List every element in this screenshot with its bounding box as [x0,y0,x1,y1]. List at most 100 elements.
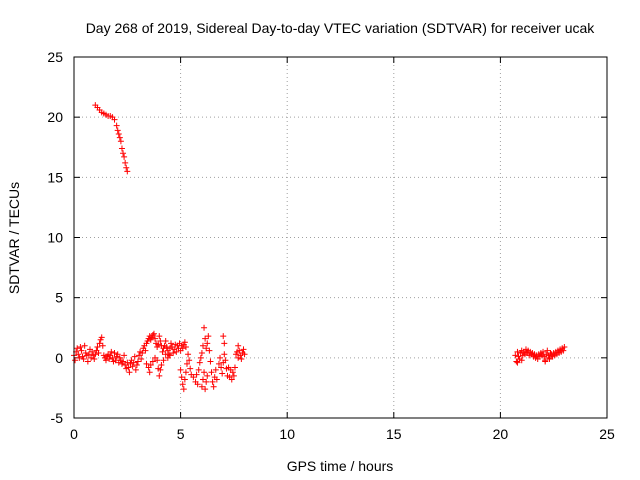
data-point [193,371,200,378]
data-point [162,351,169,358]
data-point [209,378,216,385]
x-axis-label: GPS time / hours [287,458,394,474]
data-point [208,369,215,376]
data-point [173,348,180,355]
data-point [138,356,145,363]
data-point [197,354,204,361]
data-point [84,358,91,365]
data-point [210,383,217,390]
data-point [201,324,208,331]
data-point [199,376,206,383]
data-point [111,116,118,123]
data-point [98,334,105,341]
data-point [177,366,184,373]
data-point [168,340,175,347]
data-point [207,358,214,365]
data-point [163,344,170,351]
data-point [540,348,547,355]
data-point [203,345,210,352]
data-point [220,333,227,340]
data-point [236,347,243,354]
data-point [121,352,128,359]
data-point [124,168,131,175]
data-point [114,127,121,134]
data-point [160,357,167,364]
data-point [198,350,205,357]
data-point [241,351,248,358]
data-point [80,356,87,363]
data-point [183,360,190,367]
data-point [202,335,209,342]
data-point [180,386,187,393]
data-point [185,351,192,358]
y-tick-label: 10 [47,230,63,246]
data-point [228,376,235,383]
data-point [143,360,150,367]
x-tick-label: 0 [70,426,78,442]
y-axis-label: SDTVAR / TECUs [6,182,22,294]
data-point [231,364,238,371]
data-point [561,344,568,351]
data-point [96,340,103,347]
data-point [77,344,84,351]
data-point [179,345,186,352]
data-point [166,352,173,359]
data-point [152,335,159,342]
data-point [76,354,83,361]
data-point [194,381,201,388]
y-tick-label: 15 [47,169,63,185]
data-point [75,351,82,358]
data-point [134,358,141,365]
data-point [126,369,133,376]
data-point [219,370,226,377]
data-point [203,378,210,385]
data-point [202,386,209,393]
data-point [513,358,520,365]
data-point [78,347,85,354]
data-point [72,357,79,364]
data-point [158,362,165,369]
data-point [199,342,206,349]
data-point [215,360,222,367]
data-point [139,350,146,357]
data-point [204,372,211,379]
data-point [132,366,139,373]
data-point [230,372,237,379]
data-point [94,344,101,351]
data-point [123,164,130,171]
data-point [514,348,521,355]
y-tick-label: -5 [51,410,64,426]
data-point [136,352,143,359]
data-point [147,362,154,369]
data-point [206,347,213,354]
data-points [71,102,568,393]
data-point [102,357,109,364]
data-point [157,337,164,344]
x-tick-label: 5 [177,426,185,442]
data-point [217,354,224,361]
plot-frame [73,56,608,419]
data-point [190,374,197,381]
data-point [198,383,205,390]
data-point [121,153,128,160]
data-point [181,339,188,346]
data-point [512,352,519,359]
data-point [130,359,137,366]
data-point [120,358,127,365]
data-point [109,354,116,361]
data-point [204,340,211,347]
data-point [149,331,156,338]
x-tick-label: 20 [493,426,509,442]
data-point [229,369,236,376]
data-point [162,337,169,344]
data-point [186,357,193,364]
y-tick-label: 0 [55,350,63,366]
data-point [129,363,136,370]
y-tick-label: 20 [47,109,63,125]
data-point [178,374,185,381]
data-point [235,342,242,349]
data-point [159,348,166,355]
data-point [99,342,106,349]
y-tick-label: 5 [55,290,63,306]
data-point [187,365,194,372]
